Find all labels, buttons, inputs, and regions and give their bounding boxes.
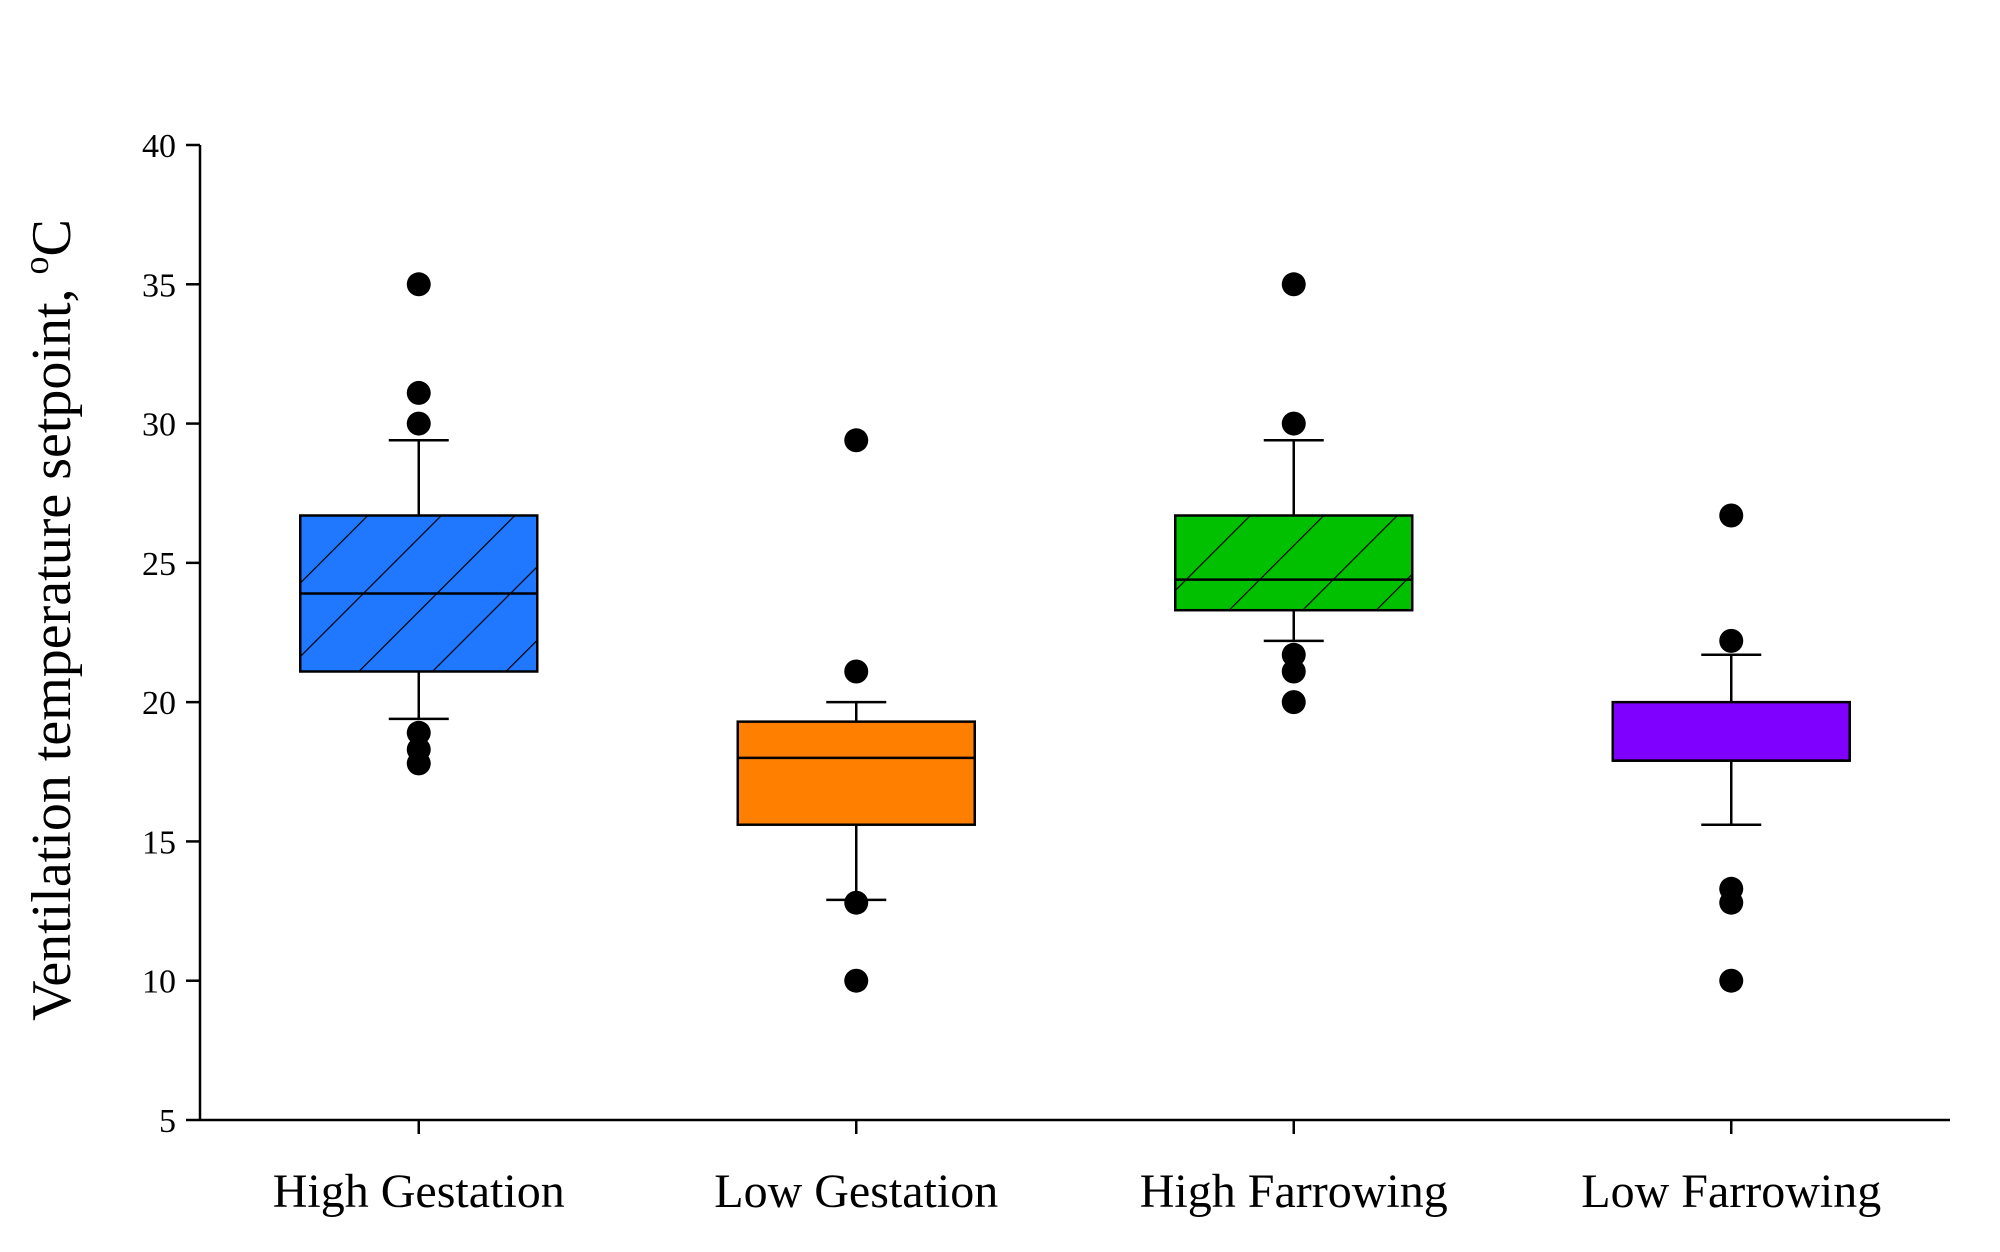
plot-area [299,272,1851,993]
box-fill [737,721,975,825]
box-high-gestation [299,272,539,776]
box-outline [1174,514,1414,612]
y-tick-label: 10 [142,964,176,1001]
y-tick-label: 15 [142,824,176,861]
outlier-point [1719,876,1744,901]
outlier-point [844,968,869,993]
outlier-point [406,272,431,297]
outlier-point [1719,968,1744,993]
outlier-point [1281,690,1306,715]
outlier-point [1281,272,1306,297]
y-tick-label: 5 [159,1103,176,1140]
outlier-point [844,659,869,684]
outlier-point [1719,628,1744,653]
outlier-point [1281,659,1306,684]
y-tick-label: 25 [142,546,176,583]
outlier-point [406,411,431,436]
y-tick-label: 20 [142,685,176,722]
outlier-point [1281,411,1306,436]
y-axis-title: Ventilation temperature setpoint, oC [16,219,83,1021]
outlier-point [406,380,431,405]
y-axis: 5 10 15 20 25 30 35 40 [142,128,202,1140]
box-low-farrowing [1611,503,1851,993]
outlier-point [1281,642,1306,667]
box-high-farrowing [1174,272,1414,715]
outlier-point [406,737,431,762]
box-outline [736,720,976,826]
box-fill [1612,702,1850,761]
outlier-point [844,890,869,915]
x-category-label: Low Farrowing [1581,1165,1881,1218]
y-tick-label: 30 [142,407,176,444]
box-low-gestation [736,428,976,993]
box-hatch [1175,515,1413,611]
x-category-label: High Gestation [273,1165,565,1218]
y-tick-label: 40 [142,128,176,165]
x-category-label: High Farrowing [1140,1165,1448,1218]
x-axis: High Gestation Low Gestation High Farrowin… [200,1118,1950,1218]
outlier-point [406,720,431,745]
unit-celsius: C [21,219,83,256]
y-tick-label: 35 [142,267,176,304]
outlier-point [844,428,869,453]
outlier-point [1719,503,1744,528]
degree-symbol: o [16,256,56,274]
x-category-label: Low Gestation [714,1165,998,1218]
